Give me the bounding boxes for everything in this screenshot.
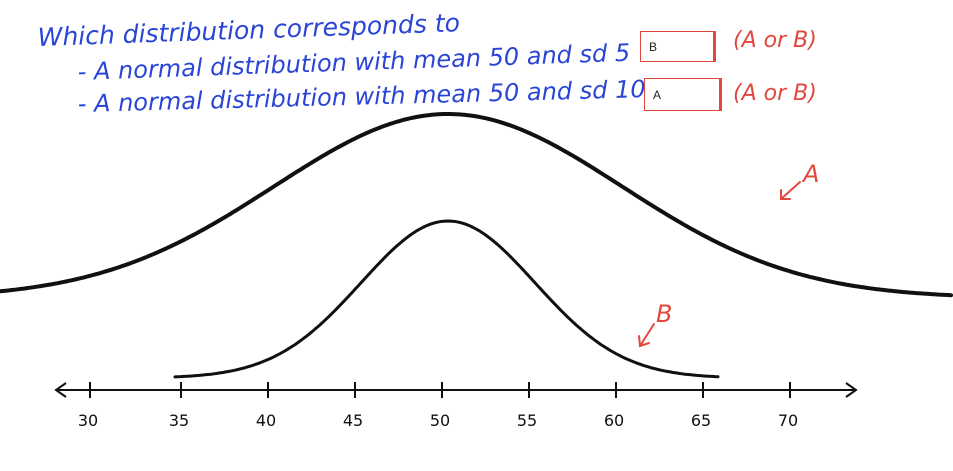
curve-b-label: B bbox=[656, 300, 672, 328]
axis-tick-label: 60 bbox=[604, 411, 624, 430]
axis-left-arrow-icon bbox=[54, 382, 67, 398]
curve-a-label: A bbox=[801, 160, 819, 188]
axis-right-arrow-icon bbox=[845, 382, 858, 398]
axis-tick-label: 45 bbox=[343, 411, 363, 430]
axis-tick-label: 35 bbox=[169, 411, 189, 430]
axis-tick-label: 40 bbox=[256, 411, 276, 430]
number-line: 30 35 40 45 50 55 60 65 70 bbox=[54, 382, 858, 430]
axis-tick-label: 30 bbox=[78, 411, 98, 430]
axis-ticks: 30 35 40 45 50 55 60 65 70 bbox=[78, 382, 798, 430]
curve-b bbox=[173, 219, 720, 379]
curve-a bbox=[0, 112, 953, 298]
axis-tick-label: 65 bbox=[691, 411, 711, 430]
curve-a-arrow-icon bbox=[780, 181, 801, 200]
axis-tick-label: 70 bbox=[778, 411, 798, 430]
question-prompt: Which distribution corresponds to bbox=[37, 8, 460, 52]
axis-tick-label: 50 bbox=[430, 411, 450, 430]
answer-input-2[interactable] bbox=[644, 78, 722, 111]
curve-b-arrow-icon bbox=[638, 323, 655, 348]
answer-input-1[interactable] bbox=[640, 31, 716, 62]
axis-tick-label: 55 bbox=[517, 411, 537, 430]
answer-hint-2: (A or B) bbox=[733, 81, 817, 106]
answer-hint-1: (A or B) bbox=[733, 28, 817, 53]
